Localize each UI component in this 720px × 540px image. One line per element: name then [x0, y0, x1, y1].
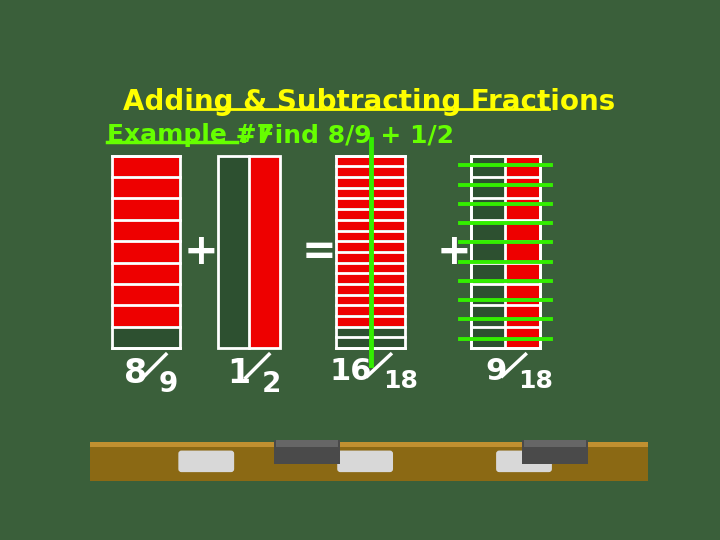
Bar — [337, 167, 404, 176]
Text: Example #7: Example #7 — [107, 123, 274, 147]
Bar — [472, 328, 505, 347]
Bar — [506, 157, 539, 176]
Bar — [337, 264, 404, 273]
Bar — [524, 440, 586, 448]
Bar — [472, 242, 505, 262]
Bar — [337, 274, 404, 283]
Bar — [337, 317, 404, 326]
Bar — [337, 242, 404, 251]
Text: +: + — [437, 231, 472, 273]
Bar — [337, 178, 404, 187]
Bar — [112, 221, 179, 240]
Bar — [337, 210, 404, 219]
Bar — [112, 306, 179, 326]
Bar — [506, 328, 539, 347]
Bar — [337, 199, 404, 208]
Bar — [112, 156, 180, 348]
Bar — [523, 440, 588, 464]
Text: 1: 1 — [228, 357, 251, 390]
Bar — [336, 156, 405, 348]
Bar — [337, 306, 404, 315]
Bar — [218, 156, 280, 348]
Bar — [112, 328, 179, 347]
Text: 9: 9 — [485, 357, 507, 387]
Bar — [506, 199, 539, 219]
Bar — [506, 306, 539, 326]
Bar — [472, 306, 505, 326]
Bar — [218, 156, 249, 348]
FancyBboxPatch shape — [179, 450, 234, 472]
Bar — [472, 156, 539, 348]
Bar — [506, 242, 539, 262]
Text: 2: 2 — [261, 370, 281, 399]
Bar — [337, 231, 404, 240]
Bar — [112, 199, 179, 219]
Bar — [506, 221, 539, 240]
Bar — [472, 178, 505, 198]
Bar — [337, 285, 404, 294]
Text: 8: 8 — [124, 357, 148, 390]
Bar — [337, 188, 404, 198]
Bar — [506, 178, 539, 198]
Bar — [112, 264, 179, 283]
Bar — [90, 442, 648, 448]
Text: =: = — [301, 231, 336, 273]
FancyBboxPatch shape — [337, 450, 393, 472]
Bar — [337, 253, 404, 262]
Bar — [472, 264, 505, 283]
Bar — [472, 156, 539, 348]
Bar — [506, 285, 539, 305]
Bar — [472, 199, 505, 219]
Text: 9: 9 — [158, 370, 177, 399]
Bar — [506, 264, 539, 283]
Bar — [336, 156, 405, 348]
Bar — [112, 285, 179, 305]
Text: 18: 18 — [518, 369, 553, 393]
Text: 18: 18 — [383, 369, 418, 393]
FancyBboxPatch shape — [496, 450, 552, 472]
Text: 16: 16 — [330, 357, 372, 387]
Bar — [337, 157, 404, 166]
Bar — [472, 221, 505, 240]
Bar — [276, 440, 338, 448]
Bar — [90, 442, 648, 481]
Bar — [472, 157, 505, 176]
Bar — [337, 295, 404, 305]
Bar — [337, 328, 404, 337]
Text: : Find 8/9 + 1/2: : Find 8/9 + 1/2 — [239, 123, 454, 147]
Bar — [472, 285, 505, 305]
Text: Adding & Subtracting Fractions: Adding & Subtracting Fractions — [123, 88, 615, 116]
Text: +: + — [184, 231, 218, 273]
Bar — [112, 157, 179, 176]
Bar — [112, 156, 180, 348]
Bar — [274, 440, 340, 464]
Bar — [337, 338, 404, 347]
Bar — [249, 156, 280, 348]
Bar — [112, 242, 179, 262]
Bar — [112, 178, 179, 198]
Bar — [337, 221, 404, 230]
